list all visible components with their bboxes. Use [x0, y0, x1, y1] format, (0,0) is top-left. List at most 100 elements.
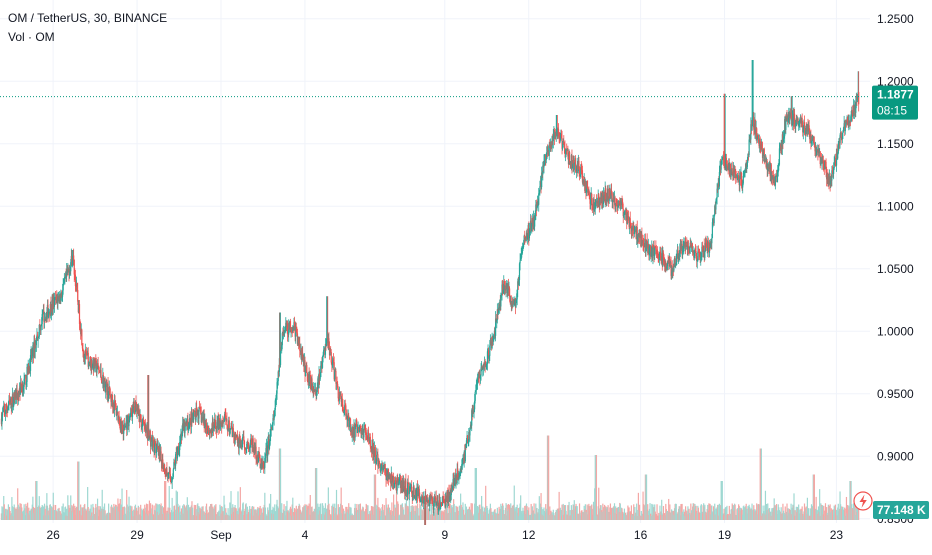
candle-body — [84, 350, 86, 360]
candle-body — [405, 480, 407, 495]
candle-body — [571, 155, 573, 168]
candle-body — [227, 428, 229, 431]
volume-bar — [316, 468, 318, 520]
candle-body — [252, 438, 254, 452]
candle-body — [325, 338, 328, 347]
candle-body — [855, 102, 857, 113]
candle-body — [743, 175, 745, 177]
candle-body — [508, 288, 511, 297]
candle-body — [679, 250, 681, 256]
candle-body — [678, 255, 680, 257]
volume-bar — [542, 509, 544, 520]
candle-body — [247, 442, 250, 447]
candle-body — [216, 422, 218, 432]
candle-body — [598, 194, 600, 201]
candle-body — [459, 473, 461, 477]
candle-body — [341, 398, 343, 405]
volume-bar — [728, 505, 730, 520]
candle-body — [473, 409, 475, 413]
volume-bar — [538, 496, 540, 520]
volume-bar — [245, 503, 247, 520]
candle-body — [522, 243, 525, 248]
volume-bar — [158, 504, 160, 520]
candle-body — [337, 383, 339, 389]
candle-body — [799, 121, 801, 124]
candle-body — [588, 189, 590, 196]
volume-bar — [470, 503, 472, 520]
volume-bar — [117, 498, 119, 520]
candle-body — [736, 176, 738, 180]
candle-body — [116, 414, 118, 416]
volume-bar — [630, 505, 633, 520]
candle-body — [98, 370, 100, 373]
chart-legend[interactable]: OM / TetherUS, 30, BINANCE Vol · OM — [8, 9, 167, 47]
candle-body — [461, 463, 463, 469]
candle-body — [461, 458, 463, 464]
candle-body — [739, 172, 741, 186]
candle-body — [328, 347, 331, 356]
candle-body — [232, 428, 234, 437]
candle-body — [594, 209, 596, 211]
candle-body — [364, 425, 366, 431]
candle-body — [25, 374, 27, 385]
candle-body — [299, 343, 301, 351]
volume-bar — [136, 507, 138, 520]
candle-body — [16, 390, 18, 400]
candle-body — [573, 162, 575, 170]
volume-bar — [87, 487, 89, 520]
candle-body — [665, 264, 667, 268]
candle-body — [563, 143, 565, 148]
volume-indicator-title[interactable]: Vol · OM — [8, 30, 55, 44]
candle-body — [618, 203, 620, 205]
candle-body — [837, 145, 839, 154]
candle-body — [666, 261, 669, 267]
volume-bar — [784, 506, 786, 520]
candle-body — [427, 500, 430, 502]
volume-bar — [131, 510, 134, 520]
candle-body — [358, 431, 360, 433]
candle-body — [810, 139, 813, 144]
candle-body — [414, 496, 416, 498]
candle-body — [344, 405, 346, 411]
candle-body — [413, 486, 415, 498]
candle-body — [184, 422, 186, 434]
price-tick-label: 1.2500 — [877, 12, 914, 26]
candle-body — [822, 155, 824, 163]
volume-bar — [533, 503, 535, 520]
candle-body — [602, 194, 605, 205]
volume-bar — [383, 505, 385, 520]
candle-body — [296, 331, 298, 334]
candle-body — [10, 397, 12, 408]
candle-body — [561, 138, 563, 149]
symbol-title[interactable]: OM / TetherUS, 30, BINANCE — [8, 11, 168, 25]
candle-body — [318, 373, 320, 389]
volume-bar — [586, 504, 588, 520]
time-axis[interactable]: 26 29 Sep 4 9 12 16 19 23 — [46, 528, 843, 542]
candle-body — [467, 435, 469, 443]
candle-body — [81, 344, 84, 349]
candle-body — [70, 262, 72, 272]
candle-body — [17, 399, 19, 400]
candle-body — [704, 242, 707, 252]
candle-body — [816, 151, 818, 156]
candle-body — [47, 304, 49, 318]
candle-body — [834, 160, 836, 166]
candle-body — [169, 472, 171, 475]
candle-body — [319, 373, 321, 380]
candle-body — [644, 238, 646, 252]
volume-bar — [173, 505, 176, 520]
volume-bar — [415, 505, 417, 520]
candle-body — [718, 172, 721, 187]
candle-body — [580, 167, 582, 175]
candle-body — [60, 292, 63, 298]
volume-bar — [482, 506, 484, 520]
candle-body — [66, 269, 68, 277]
candle-body — [791, 112, 793, 126]
candle-body — [408, 483, 410, 494]
candle-body — [449, 491, 451, 497]
candle-body — [527, 235, 529, 239]
volume-bar — [145, 503, 148, 520]
candle-body — [82, 348, 84, 352]
